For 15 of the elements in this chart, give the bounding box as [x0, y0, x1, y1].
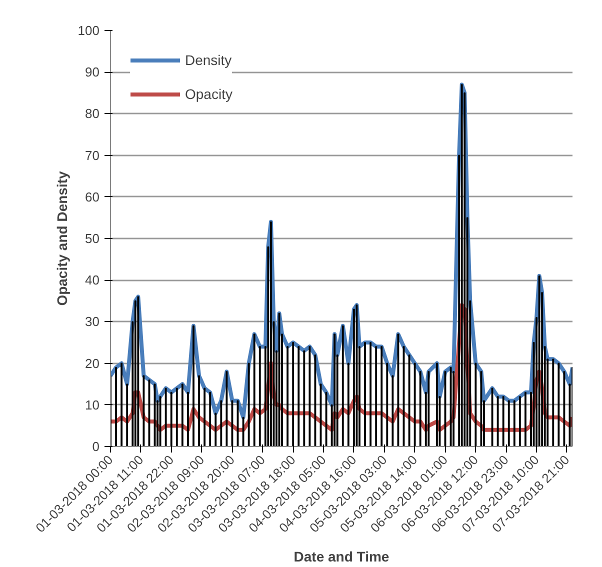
legend-label: Density [185, 52, 232, 68]
y-tick-label: 10 [85, 397, 100, 412]
y-tick-label: 100 [78, 23, 100, 38]
y-axis-title: Opacity and Density [54, 170, 70, 306]
y-tick-label: 60 [85, 189, 100, 204]
y-tick-label: 50 [85, 231, 100, 246]
x-axis-title: Date and Time [294, 548, 390, 565]
y-tick-label: 0 [92, 439, 100, 454]
y-tick-label: 70 [85, 148, 100, 163]
legend-label: Opacity [185, 86, 232, 102]
y-tick-label: 90 [85, 64, 100, 80]
y-tick-label: 40 [85, 272, 100, 288]
y-tick-label: 20 [85, 356, 100, 371]
y-tick-label: 30 [85, 314, 100, 330]
y-tick-label: 80 [85, 106, 100, 122]
